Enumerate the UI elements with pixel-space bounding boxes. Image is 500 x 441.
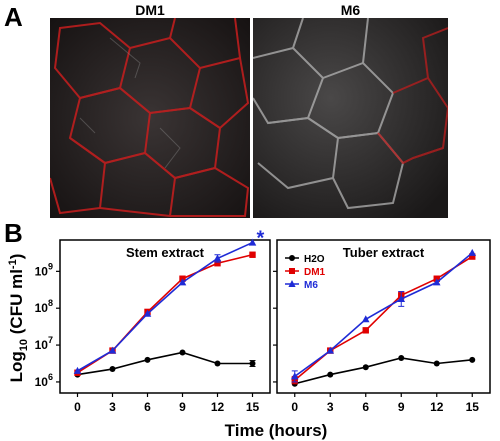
- y-tick-label: 106: [35, 372, 53, 389]
- data-point-h2o: [179, 349, 186, 356]
- x-tick-label: 3: [109, 400, 116, 414]
- legend-marker: [288, 280, 296, 287]
- data-point-m6: [143, 309, 152, 317]
- x-tick-label: 0: [291, 400, 298, 414]
- y-tick-label: 108: [35, 298, 53, 315]
- data-point-m6: [468, 248, 477, 256]
- data-point-h2o: [144, 356, 151, 363]
- legend-label-dm1: DM1: [304, 267, 326, 278]
- x-tick-label: 12: [211, 400, 225, 414]
- x-tick-label: 9: [398, 400, 405, 414]
- legend-label-h2o: H2O: [304, 254, 325, 265]
- legend-label-m6: M6: [304, 280, 318, 291]
- micrograph-dm1: [50, 18, 250, 218]
- data-point-dm1: [362, 327, 369, 334]
- data-point-m6: [326, 346, 335, 354]
- data-point-h2o: [214, 360, 221, 367]
- data-point-h2o: [327, 371, 334, 378]
- data-point-m6: [432, 278, 441, 286]
- y-tick-label: 109: [35, 261, 53, 278]
- x-tick-label: 0: [74, 400, 81, 414]
- data-point-h2o: [109, 366, 116, 373]
- significance-asterisk: *: [257, 228, 265, 250]
- x-tick-label: 3: [327, 400, 334, 414]
- series-line-h2o: [294, 357, 473, 385]
- x-tick-label: 15: [466, 400, 480, 414]
- data-point-dm1: [214, 260, 221, 267]
- data-point-m6: [73, 366, 82, 374]
- chart-title: Tuber extract: [343, 245, 425, 260]
- data-point-h2o: [249, 360, 256, 367]
- panel-a-letter: A: [4, 2, 23, 32]
- x-tick-label: 12: [430, 400, 444, 414]
- y-tick-label: 107: [35, 335, 53, 352]
- series-line-m6: [77, 241, 253, 372]
- data-point-h2o: [362, 364, 369, 371]
- data-point-dm1: [249, 251, 256, 258]
- series-line-h2o: [77, 351, 253, 376]
- data-point-m6: [213, 254, 222, 262]
- data-point-m6: [248, 238, 257, 246]
- legend-marker: [289, 268, 295, 274]
- data-point-m6: [361, 315, 370, 323]
- series-line-m6: [294, 252, 473, 378]
- x-tick-label: 6: [144, 400, 151, 414]
- chart-frame: [276, 239, 491, 394]
- data-point-h2o: [398, 354, 405, 361]
- data-point-h2o: [469, 356, 476, 363]
- panel-b-letter: B: [4, 218, 23, 248]
- data-point-m6: [178, 278, 187, 286]
- data-point-m6: [290, 372, 299, 380]
- chart-frame: [59, 239, 271, 394]
- micrograph-title-m6: M6: [340, 2, 361, 18]
- y-axis-label: Log10 (CFU ml-1): [7, 254, 30, 383]
- data-point-dm1: [469, 253, 476, 260]
- chart-title: Stem extract: [126, 245, 205, 260]
- x-axis-label: Time (hours): [225, 421, 328, 440]
- legend-marker: [289, 255, 295, 261]
- data-point-h2o: [433, 360, 440, 367]
- micrograph-m6: [253, 18, 448, 218]
- data-point-m6: [108, 346, 117, 354]
- x-tick-label: 9: [179, 400, 186, 414]
- x-tick-label: 15: [246, 400, 260, 414]
- micrograph-title-dm1: DM1: [135, 2, 165, 18]
- data-point-m6: [397, 294, 406, 302]
- x-tick-label: 6: [362, 400, 369, 414]
